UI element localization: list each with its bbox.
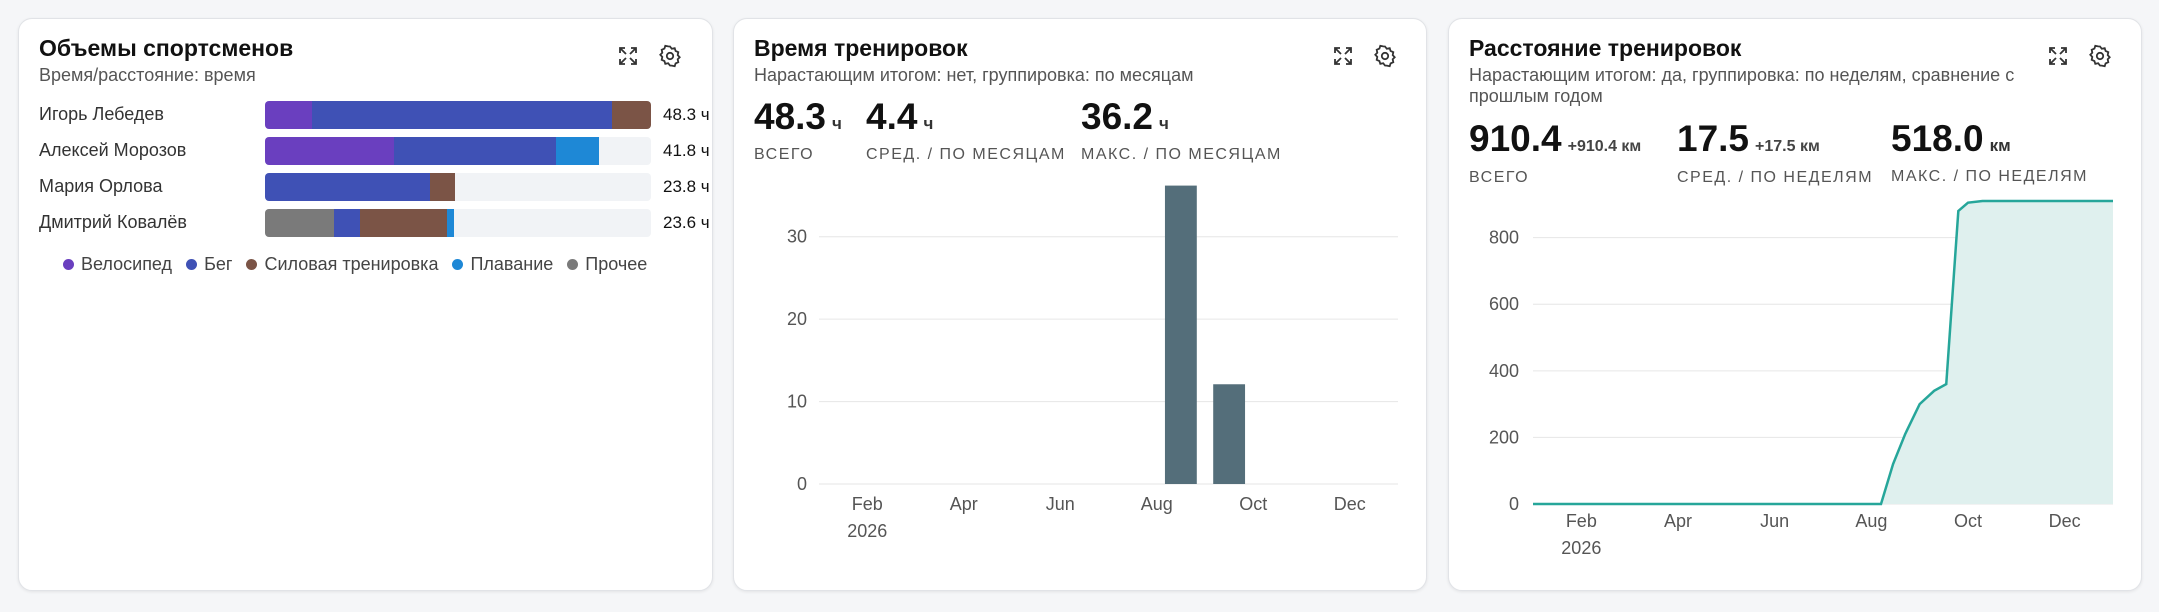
athlete-total: 41.8 ч <box>663 141 710 160</box>
card-title: Время тренировок <box>754 35 968 61</box>
x-tick-label: Jun <box>1046 494 1075 514</box>
legend-item[interactable]: Велосипед <box>63 254 172 275</box>
x-year-label: 2026 <box>1561 538 1601 558</box>
gear-icon[interactable] <box>655 41 685 71</box>
x-tick-label: Oct <box>1954 511 1982 531</box>
athlete-volume-bar <box>265 101 651 129</box>
athlete-row[interactable]: Дмитрий Ковалёв 23.6 ч <box>39 209 710 237</box>
bar-segment <box>611 101 651 129</box>
stat-total: 48.3 ч ВСЕГО <box>754 96 842 164</box>
bar-segment <box>265 137 394 165</box>
training-distance-card: Расстояние тренировок Нарастающим итогом… <box>1448 18 2142 591</box>
stat-average: 4.4 ч СРЕД. / ПО МЕСЯЦАМ <box>866 96 1066 164</box>
bar-segment <box>555 137 600 165</box>
athletes-volume-card: Объемы спортсменов Время/расстояние: вре… <box>18 18 713 591</box>
y-tick-label: 600 <box>1489 294 1519 314</box>
legend-dot <box>246 259 258 270</box>
athlete-total: 23.8 ч <box>663 177 710 196</box>
bar-segment <box>265 101 313 129</box>
bar <box>1213 384 1246 484</box>
chart-legend: Велосипед Бег Силовая тренировка Плавание Пр… <box>63 254 647 275</box>
stat-max: 36.2 ч МАКС. / ПО МЕСЯЦАМ <box>1081 96 1282 164</box>
bar-segment <box>360 209 448 237</box>
legend-label: Велосипед <box>81 254 173 274</box>
bar-segment <box>265 173 430 201</box>
bar-segment <box>393 137 556 165</box>
stat-average: 17.5 +17.5 км СРЕД. / ПО НЕДЕЛЯМ <box>1677 118 1874 187</box>
bar-segment <box>429 173 456 201</box>
legend-dot <box>63 259 74 270</box>
card-title: Объемы спортсменов <box>39 35 294 61</box>
bar <box>1164 185 1197 484</box>
x-tick-label: Apr <box>1664 511 1692 531</box>
legend-label: Прочее <box>585 254 648 274</box>
athlete-row[interactable]: Игорь Лебедев 48.3 ч <box>39 101 710 129</box>
legend-item[interactable]: Плавание <box>452 254 553 275</box>
athlete-row[interactable]: Алексей Морозов 41.8 ч <box>39 137 710 165</box>
area-fill <box>1533 201 2113 504</box>
y-tick-label: 200 <box>1489 427 1519 447</box>
x-year-label: 2026 <box>847 521 887 541</box>
card-subtitle: Нарастающим итогом: нет, группировка: по… <box>754 65 1194 85</box>
bar-segment <box>265 209 334 237</box>
y-tick-label: 400 <box>1489 361 1519 381</box>
gear-icon[interactable] <box>1370 41 1400 71</box>
x-tick-label: Feb <box>1566 511 1597 531</box>
legend-dot <box>567 259 579 270</box>
legend-dot <box>452 259 464 270</box>
legend-label: Силовая тренировка <box>264 254 439 274</box>
x-tick-label: Jun <box>1760 511 1789 531</box>
training-time-card: Время тренировок Нарастающим итогом: нет… <box>733 18 1427 591</box>
card-title: Расстояние тренировок <box>1469 35 1742 61</box>
athlete-name: Алексей Морозов <box>39 140 187 160</box>
athlete-volume-bar <box>265 173 651 201</box>
expand-icon[interactable] <box>1328 41 1358 71</box>
expand-icon[interactable] <box>613 41 643 71</box>
y-tick-label: 0 <box>797 474 807 494</box>
legend-label: Плавание <box>470 254 554 274</box>
legend-dot <box>186 259 198 270</box>
expand-icon[interactable] <box>2043 41 2073 71</box>
athlete-total: 23.6 ч <box>663 213 710 232</box>
athlete-volume-bar <box>265 209 651 237</box>
y-tick-label: 10 <box>787 392 807 412</box>
y-tick-label: 0 <box>1509 494 1519 514</box>
x-tick-label: Dec <box>1334 494 1366 514</box>
x-tick-label: Aug <box>1855 511 1887 531</box>
y-tick-label: 20 <box>787 309 807 329</box>
legend-item[interactable]: Силовая тренировка <box>246 254 438 275</box>
series-line <box>1533 199 2113 506</box>
x-tick-label: Apr <box>950 494 978 514</box>
legend-label: Бег <box>204 254 233 274</box>
legend-item[interactable]: Прочее <box>567 254 647 275</box>
athlete-name: Игорь Лебедев <box>39 104 164 124</box>
x-tick-label: Feb <box>852 494 883 514</box>
stat-max: 518.0 км МАКС. / ПО НЕДЕЛЯМ <box>1891 118 2088 186</box>
x-tick-label: Dec <box>2049 511 2081 531</box>
athlete-name: Мария Орлова <box>39 176 163 196</box>
y-tick-label: 30 <box>787 227 807 247</box>
bar-segment <box>333 209 361 237</box>
athlete-name: Дмитрий Ковалёв <box>39 212 187 232</box>
card-subtitle: Время/расстояние: время <box>39 65 256 85</box>
distance-area-chart: 0 200 400 600 800 Feb Apr Jun Aug Oct Dec 2026 <box>1489 199 2113 558</box>
legend-item[interactable]: Бег <box>186 254 232 275</box>
gear-icon[interactable] <box>2085 41 2115 71</box>
stat-total: 910.4 +910.4 км ВСЕГО <box>1469 118 1642 187</box>
x-tick-label: Aug <box>1141 494 1173 514</box>
x-tick-label: Oct <box>1239 494 1267 514</box>
athlete-total: 48.3 ч <box>663 105 710 124</box>
y-tick-label: 800 <box>1489 228 1519 248</box>
bar-segment <box>447 209 454 237</box>
athlete-volume-bar <box>265 137 651 165</box>
time-bar-chart: 0 10 20 30 Feb Apr Jun Aug Oct Dec 2026 <box>787 185 1398 541</box>
athlete-row[interactable]: Мария Орлова 23.8 ч <box>39 173 710 201</box>
bar-segment <box>312 101 612 129</box>
card-subtitle: Нарастающим итогом: да, группировка: по … <box>1469 65 2015 106</box>
